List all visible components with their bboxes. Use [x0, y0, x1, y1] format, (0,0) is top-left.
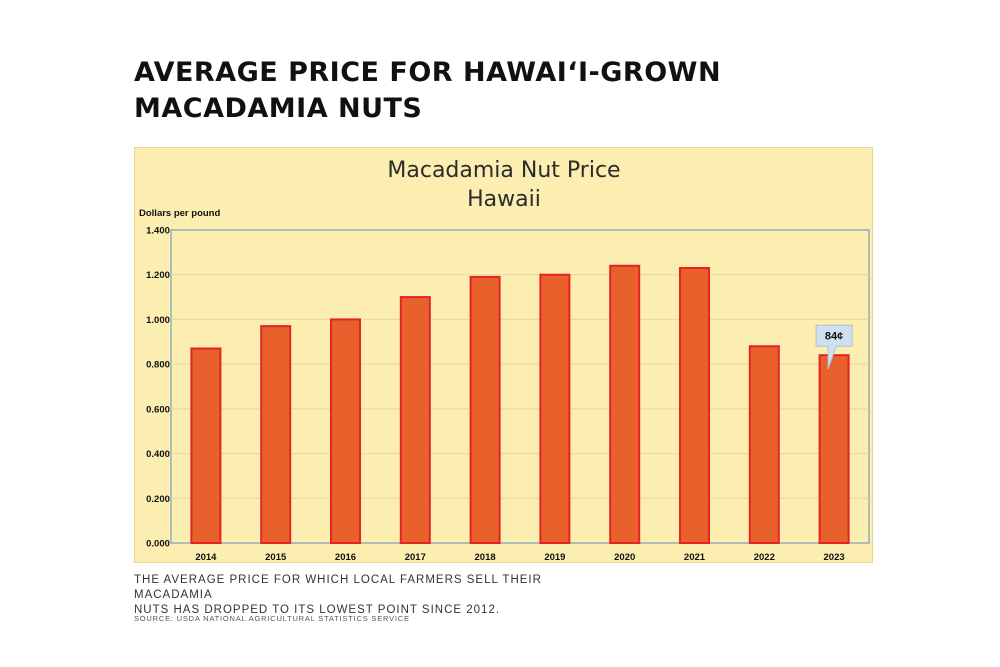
y-axis-label: Dollars per pound — [139, 208, 220, 219]
x-tick-label: 2021 — [684, 552, 706, 563]
source-note: SOURCE: USDA NATIONAL AGRICULTURAL STATI… — [134, 614, 410, 623]
y-tick-label: 0.400 — [146, 449, 170, 460]
x-tick-label: 2017 — [405, 552, 426, 563]
x-tick-label: 2016 — [335, 552, 356, 563]
caption-line-2: NUTS HAS DROPPED TO ITS LOWEST POINT SIN… — [134, 604, 501, 616]
bar-2019 — [539, 273, 571, 544]
y-tick-label: 1.400 — [146, 226, 170, 237]
bar-2023 — [818, 354, 850, 544]
bar-2022 — [748, 345, 780, 544]
x-tick-label: 2020 — [614, 552, 635, 563]
y-tick-label: 0.600 — [146, 404, 170, 415]
y-tick-label: 0.000 — [146, 539, 170, 550]
bar-2016 — [330, 318, 361, 544]
x-tick-label: 2015 — [265, 552, 287, 563]
headline-line-1: AVERAGE PRICE FOR HAWAI‘I-GROWN — [134, 57, 722, 88]
caption-line-1: THE AVERAGE PRICE FOR WHICH LOCAL FARMER… — [134, 574, 542, 601]
chart-panel: Macadamia Nut Price Hawaii Dollars per p… — [134, 147, 873, 563]
chart-title: Macadamia Nut Price — [387, 158, 620, 183]
plot-area-border — [170, 229, 870, 544]
bar-2020 — [609, 264, 641, 545]
bar-2015 — [260, 325, 292, 544]
callout-label: 84¢ — [825, 331, 843, 343]
x-tick-label: 2022 — [754, 552, 775, 563]
y-tick-label: 0.800 — [146, 360, 170, 371]
x-tick-label: 2018 — [475, 552, 496, 563]
x-tick-label: 2019 — [544, 552, 565, 563]
headline-line-2: MACADAMIA NUTS — [134, 93, 423, 124]
chart-caption: THE AVERAGE PRICE FOR WHICH LOCAL FARMER… — [134, 573, 604, 618]
bar-2018 — [469, 275, 501, 544]
y-tick-label: 0.200 — [146, 494, 170, 505]
y-tick-label: 1.200 — [146, 270, 170, 281]
chart-subtitle: Hawaii — [467, 187, 541, 212]
headline: AVERAGE PRICE FOR HAWAI‘I-GROWN MACADAMI… — [134, 55, 754, 127]
x-tick-label: 2014 — [195, 552, 217, 563]
macadamia-price-chart: Macadamia Nut Price Hawaii Dollars per p… — [139, 158, 870, 563]
callout-bubble — [815, 324, 853, 370]
bar-2017 — [399, 296, 431, 544]
bar-2014 — [190, 347, 222, 544]
y-tick-label: 1.000 — [146, 315, 170, 326]
x-tick-label: 2023 — [824, 552, 845, 563]
bar-2021 — [679, 267, 710, 544]
